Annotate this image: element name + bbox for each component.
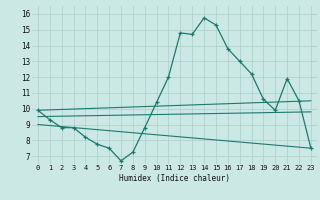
X-axis label: Humidex (Indice chaleur): Humidex (Indice chaleur)	[119, 174, 230, 183]
